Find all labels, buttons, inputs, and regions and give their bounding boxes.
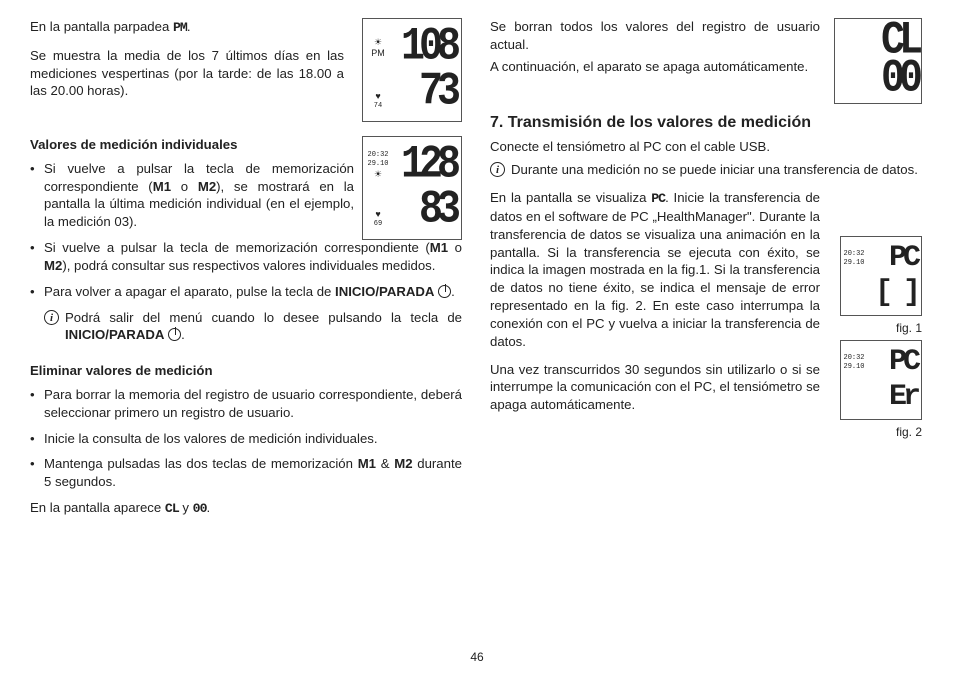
info-no-transfer: i Durante una medición no se puede inici… — [490, 161, 922, 179]
page-number: 46 — [0, 649, 954, 665]
heart-icon: ♥ — [375, 92, 380, 101]
lcd-pc: PC — [889, 349, 917, 376]
text-cl-00: En la pantalla aparece CL y 00. — [30, 499, 462, 518]
bullet-delete-3: Mantenga pulsadas las dos teclas de memo… — [44, 455, 462, 491]
heading-section-7: 7. Transmisión de los valores de medició… — [490, 112, 922, 134]
lcd-pulse: 74 — [374, 103, 382, 110]
lcd-time: 20:32 — [368, 152, 389, 159]
lcd-sys: 108 — [401, 28, 455, 67]
heading-delete: Eliminar valores de medición — [30, 362, 462, 380]
right-column: CL 00 20:32 29.10 PC [ ] fig. 1 — [490, 18, 922, 528]
lcd-pc-ok: 20:32 29.10 PC [ ] — [840, 236, 922, 316]
bullet-delete-1: Para borrar la memoria del registro de u… — [44, 386, 462, 422]
power-icon — [438, 285, 451, 298]
power-icon — [168, 328, 181, 341]
lcd-anim: [ ] — [875, 280, 917, 307]
bullet-individual-3: Para volver a apagar el aparato, pulse l… — [44, 283, 462, 301]
info-icon: i — [490, 162, 505, 177]
left-column: ☀ PM 108 ♥ 74 73 20:32 29.10 ☀ — [30, 18, 462, 528]
lcd-er: Er — [889, 384, 917, 411]
fig2-caption: fig. 2 — [896, 424, 922, 440]
lcd-00: 00 — [881, 60, 917, 99]
lcd-pc-error: 20:32 29.10 PC Er — [840, 340, 922, 420]
pm-icon: PM — [371, 49, 385, 58]
fig1-caption: fig. 1 — [896, 320, 922, 336]
bullet-individual-2: Si vuelve a pulsar la tecla de memoriza­… — [44, 239, 462, 275]
lcd-pc: PC — [889, 245, 917, 272]
lcd-dia: 73 — [419, 73, 455, 112]
lcd-clear: CL 00 — [834, 18, 922, 104]
info-exit-menu: i Podrá salir del menú cuando lo desee p… — [44, 309, 462, 345]
lcd-pm-average: ☀ PM 108 ♥ 74 73 — [362, 18, 462, 122]
sun-icon: ☀ — [374, 38, 382, 47]
bullet-individual-1: Si vuelve a pulsar la tecla de memori­za… — [44, 160, 462, 231]
text-connect-usb: Conecte el tensiómetro al PC con el cabl… — [490, 138, 922, 156]
bullet-delete-2: Inicie la consulta de los valores de med… — [44, 430, 462, 448]
info-icon: i — [44, 310, 59, 325]
